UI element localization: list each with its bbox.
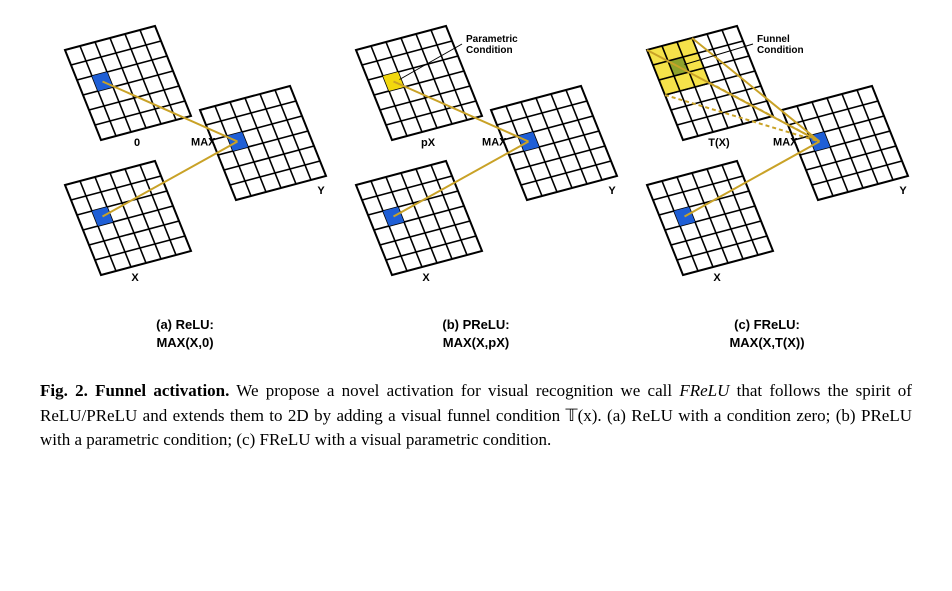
figure-label: Fig. 2. Funnel activation. xyxy=(40,381,229,400)
panel-a-svg: 0 X Y MAX xyxy=(40,20,330,300)
panel-c-caption-line1: (c) FReLU: xyxy=(734,317,800,332)
svg-text:MAX: MAX xyxy=(773,137,798,149)
panel-c: T(X) X Y MAX FunnelCondition (c) FReLU: MAX(… xyxy=(622,20,912,351)
caption-frelu: FReLU xyxy=(679,381,729,400)
svg-text:Y: Y xyxy=(608,185,616,197)
panel-b-caption-line2: MAX(X,pX) xyxy=(443,335,509,350)
panel-c-caption: (c) FReLU: MAX(X,T(X)) xyxy=(622,316,912,351)
svg-text:Y: Y xyxy=(317,185,325,197)
svg-text:pX: pX xyxy=(421,137,436,149)
svg-text:MAX: MAX xyxy=(482,137,507,149)
svg-text:0: 0 xyxy=(134,137,140,149)
svg-text:FunnelCondition: FunnelCondition xyxy=(757,34,804,56)
panel-a-caption: (a) ReLU: MAX(X,0) xyxy=(40,316,330,351)
panel-a: 0 X Y MAX (a) ReLU: MAX(X,0) xyxy=(40,20,330,351)
caption-t1: We propose a novel activation for visual… xyxy=(229,381,679,400)
svg-text:T(X): T(X) xyxy=(708,137,730,149)
panel-c-svg: T(X) X Y MAX FunnelCondition xyxy=(622,20,912,300)
panel-c-caption-line2: MAX(X,T(X)) xyxy=(729,335,804,350)
svg-text:Y: Y xyxy=(899,185,907,197)
panel-b-svg: pX X Y MAX ParametricCondition xyxy=(331,20,621,300)
svg-text:MAX: MAX xyxy=(191,137,216,149)
caption-tx: 𝕋(x) xyxy=(566,406,598,425)
svg-text:ParametricCondition: ParametricCondition xyxy=(466,34,518,56)
panel-a-caption-line1: (a) ReLU: xyxy=(156,317,214,332)
panel-b-caption: (b) PReLU: MAX(X,pX) xyxy=(331,316,621,351)
svg-text:X: X xyxy=(422,272,430,284)
figure-page: 0 X Y MAX (a) ReLU: MAX(X,0) pX X Y MAX Paramet… xyxy=(0,0,952,591)
panels-row: 0 X Y MAX (a) ReLU: MAX(X,0) pX X Y MAX Paramet… xyxy=(40,20,912,351)
svg-text:X: X xyxy=(131,272,139,284)
figure-caption: Fig. 2. Funnel activation. We propose a … xyxy=(40,379,912,453)
svg-text:X: X xyxy=(713,272,721,284)
panel-b: pX X Y MAX ParametricCondition (b) PReLU: MA… xyxy=(331,20,621,351)
panel-a-caption-line2: MAX(X,0) xyxy=(156,335,213,350)
panel-b-caption-line1: (b) PReLU: xyxy=(442,317,509,332)
